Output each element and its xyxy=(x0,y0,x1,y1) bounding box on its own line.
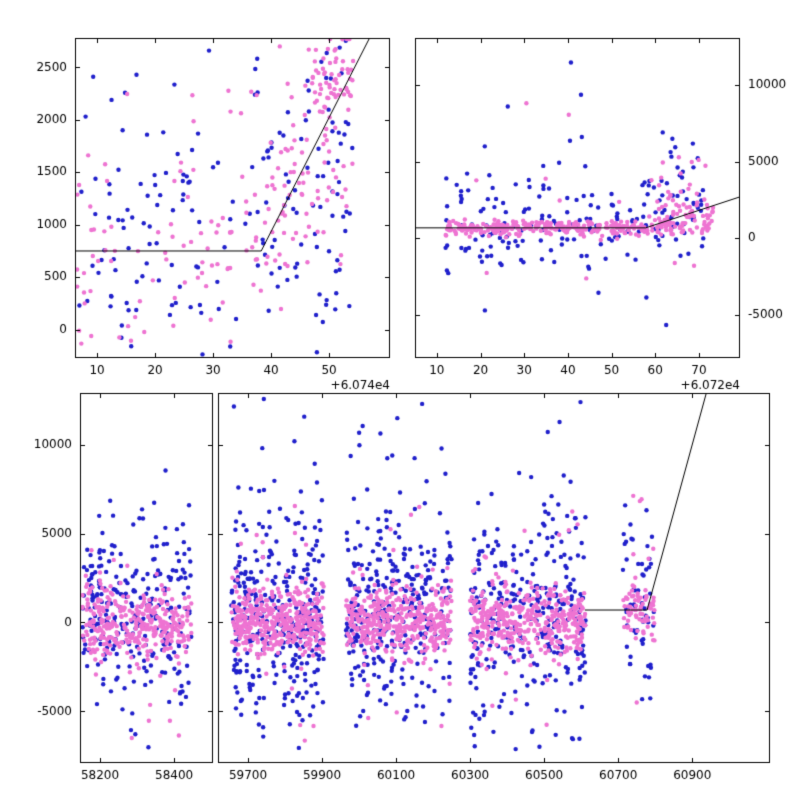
lightcurve-plots-canvas xyxy=(0,0,800,800)
lightcurve-figure: BLG43K0104.033631 (656.55, 3670.96) 3 30… xyxy=(0,0,800,800)
